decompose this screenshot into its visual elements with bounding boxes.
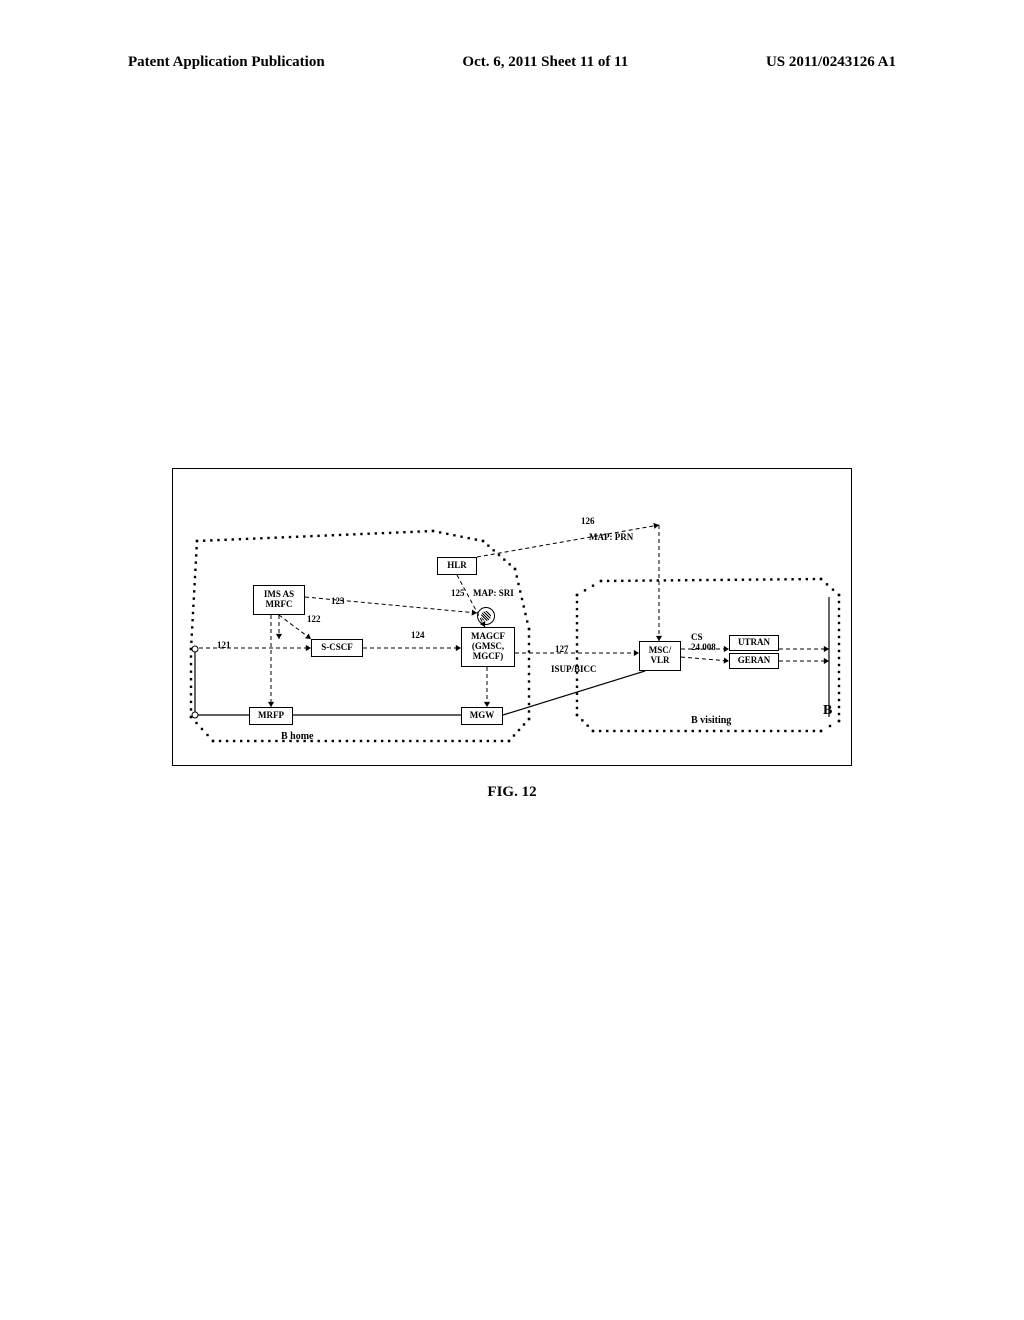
label-121: 121 [217,641,231,651]
node-magcf: MAGCF(GMSC,MGCF) [461,627,515,667]
label-126: 126 [581,517,595,527]
region-home-label: B home [281,731,314,742]
label-isup: ISUP/BICC [551,665,597,675]
label-map-sri: MAP: SRI [473,589,514,599]
node-geran: GERAN [729,653,779,669]
header-left: Patent Application Publication [128,54,325,71]
header-center: Oct. 6, 2011 Sheet 11 of 11 [462,54,628,71]
node-msc: MSC/VLR [639,641,681,671]
figure-caption: FIG. 12 [0,784,1024,801]
label-124: 124 [411,631,425,641]
region-visiting-label: B visiting [691,715,731,726]
page-header: Patent Application Publication Oct. 6, 2… [128,54,896,71]
label-127: 127 [555,645,569,655]
label-123: 123 [331,597,345,607]
node-imsas: IMS ASMRFC [253,585,305,615]
node-hlr: HLR [437,557,477,575]
label-125: 125 [451,589,465,599]
header-right: US 2011/0243126 A1 [766,54,896,71]
figure-container: HLR IMS ASMRFC S-CSCF MAGCF(GMSC,MGCF) M… [172,468,852,766]
ua-icon [477,607,495,625]
label-cs: CS24.008 [691,633,716,653]
node-mgw: MGW [461,707,503,725]
endpoint-b: B [823,703,832,719]
node-scscf: S-CSCF [311,639,363,657]
label-122: 122 [307,615,321,625]
node-mrfp: MRFP [249,707,293,725]
node-utran: UTRAN [729,635,779,651]
label-map-prn: MAP: PRN [589,533,633,543]
